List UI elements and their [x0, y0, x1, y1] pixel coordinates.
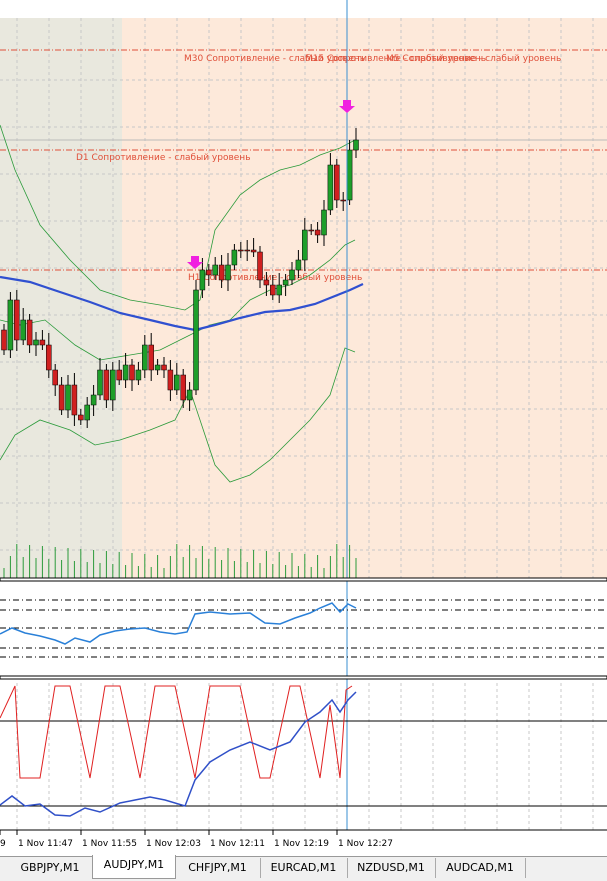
candle [353, 139, 359, 151]
level-label: M30 Сопротивление - слабый уровень [184, 54, 365, 64]
candle [193, 289, 199, 391]
candles [1, 128, 359, 428]
candle [97, 369, 103, 396]
candle [122, 364, 129, 381]
candle [103, 369, 110, 401]
candle [58, 384, 65, 411]
candle [110, 369, 116, 401]
candle [186, 389, 193, 401]
time-axis [0, 830, 607, 856]
time-label: 1 Nov 12:11 [210, 839, 265, 849]
candle [135, 369, 142, 381]
candle [174, 374, 180, 391]
candle [78, 414, 84, 421]
tab[interactable]: EURCAD,M1 [260, 858, 348, 878]
tab[interactable]: CHFJPY,M1 [175, 858, 261, 878]
candle [231, 249, 238, 266]
candle [1, 329, 7, 351]
candle [46, 344, 52, 371]
candle [26, 319, 33, 346]
candle [161, 364, 167, 371]
tab[interactable]: NZDUSD,M1 [347, 858, 436, 878]
band-lower [0, 347, 356, 483]
level-label: M15 Сопротивление - слабый уровень [305, 54, 486, 64]
candle [257, 251, 263, 281]
candle [20, 319, 26, 341]
candle [33, 339, 39, 346]
volume [3, 544, 357, 578]
time-label: 1 Nov 11:47 [18, 839, 73, 849]
candle [71, 384, 78, 416]
candle [270, 284, 276, 296]
candle [302, 229, 308, 261]
session-zone [0, 18, 122, 578]
indicator-line [0, 602, 357, 645]
levels [0, 49, 607, 271]
level-label: M5 Сопротивление - слабый уровень [386, 54, 561, 64]
candle [263, 279, 270, 286]
candle [39, 339, 46, 346]
candle [225, 264, 231, 281]
separator [0, 675, 607, 680]
band-upper [0, 124, 356, 311]
candle [142, 344, 148, 371]
stochastic-main [0, 691, 357, 817]
tab[interactable]: AUDCAD,M1 [435, 858, 526, 878]
separator [0, 577, 607, 582]
candle [148, 344, 154, 371]
candle [340, 199, 346, 202]
indicator-levels [0, 599, 607, 658]
candle [116, 369, 122, 381]
candle [129, 364, 135, 381]
time-label: 1 Nov 12:27 [338, 839, 393, 849]
candle [282, 279, 289, 286]
signal-arrow [339, 100, 355, 113]
candle [206, 269, 212, 276]
candle [276, 284, 282, 296]
time-label: 9 [0, 839, 6, 849]
candle [327, 164, 334, 211]
time-label: 1 Nov 11:55 [82, 839, 137, 849]
candle [65, 384, 71, 411]
candle [14, 299, 20, 341]
candle [244, 249, 250, 252]
stochastic-signal [0, 685, 353, 779]
candle [7, 299, 14, 351]
candle [212, 264, 218, 276]
candle [295, 259, 302, 271]
candle [346, 149, 353, 201]
candle [250, 249, 257, 253]
time-label: 1 Nov 12:19 [274, 839, 329, 849]
time-label: 1 Nov 12:03 [146, 839, 201, 849]
chart: M30 Сопротивление - слабый уровень M15 С… [0, 0, 607, 856]
candle [321, 209, 327, 236]
candle [218, 264, 225, 281]
candle [180, 374, 186, 401]
candle [167, 369, 174, 391]
candle [238, 249, 244, 252]
symbol-tabs: GBPJPY,M1 AUDJPY,M1 CHFJPY,M1 EURCAD,M1 … [0, 855, 607, 881]
candle [90, 394, 97, 406]
level-label: H1 Сопротивление - слабый уровень [188, 273, 362, 283]
level-label: D1 Сопротивление - слабый уровень [76, 153, 251, 163]
candle [289, 269, 295, 281]
candle [84, 404, 90, 421]
candle [314, 229, 321, 236]
tab[interactable]: GBPJPY,M1 [8, 858, 93, 878]
candle [199, 269, 206, 291]
tab[interactable]: AUDJPY,M1 [92, 855, 176, 879]
candle [334, 164, 340, 201]
band-mid [0, 239, 356, 361]
candle [308, 229, 314, 232]
moving-average [0, 275, 364, 332]
candle [52, 369, 58, 386]
signal-arrow [187, 256, 203, 269]
candle [154, 364, 161, 371]
